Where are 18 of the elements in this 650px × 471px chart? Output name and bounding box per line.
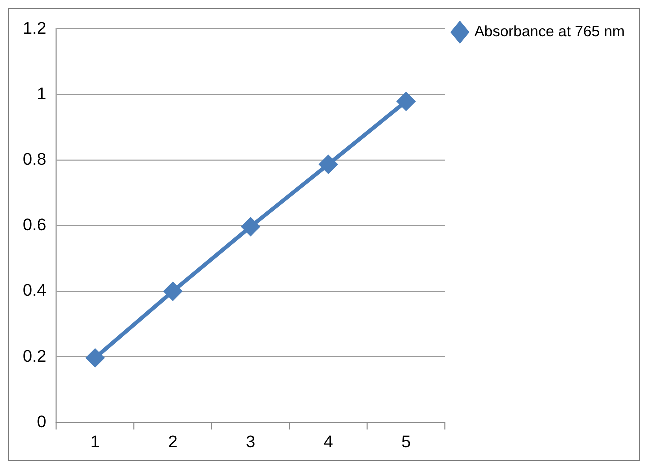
y-tick-label: 0.2	[22, 346, 47, 366]
x-tick-label: 2	[168, 432, 178, 452]
y-tick-label: 0.4	[22, 281, 47, 300]
y-tick-label: 1	[37, 84, 47, 104]
y-tick-label: 0.6	[22, 216, 47, 235]
y-tick-label: 0	[37, 412, 47, 432]
x-tick-label: 4	[324, 432, 334, 452]
x-tick-label: 5	[402, 432, 412, 452]
y-tick-label: 1.2	[22, 18, 47, 38]
y-tick-label: 0.8	[22, 150, 47, 169]
x-tick-label: 1	[90, 432, 100, 452]
point	[164, 282, 182, 301]
point	[397, 92, 416, 111]
point	[86, 349, 104, 368]
point	[320, 156, 338, 174]
legend-label: Absorbance at 765 nm	[474, 24, 625, 41]
point	[242, 218, 260, 236]
x-tick-label: 3	[246, 432, 256, 452]
